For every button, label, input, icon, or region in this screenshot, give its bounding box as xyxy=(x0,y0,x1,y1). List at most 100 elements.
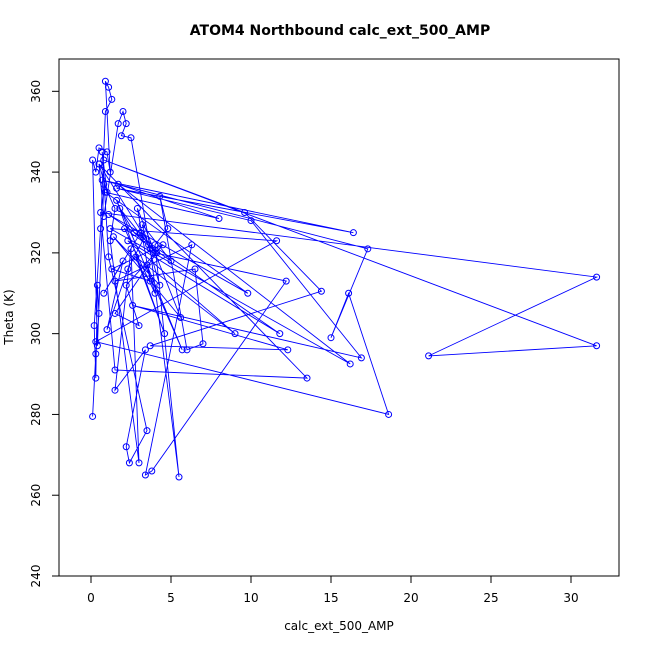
x-tick-label: 0 xyxy=(87,591,95,605)
data-point xyxy=(146,245,154,253)
data-point xyxy=(140,235,148,243)
data-point xyxy=(146,342,154,350)
data-point xyxy=(113,184,121,192)
data-point xyxy=(100,156,108,164)
data-point xyxy=(124,265,132,273)
data-point xyxy=(593,273,601,281)
y-tick-label: 240 xyxy=(29,565,43,588)
data-point xyxy=(143,261,151,269)
data-point xyxy=(385,410,393,418)
data-point xyxy=(116,204,124,212)
data-point xyxy=(117,132,125,140)
data-point xyxy=(129,301,137,309)
x-tick-label: 25 xyxy=(483,591,498,605)
data-point xyxy=(138,221,146,229)
data-point xyxy=(135,459,143,467)
y-tick-label: 320 xyxy=(29,241,43,264)
data-point xyxy=(159,241,167,249)
data-point xyxy=(101,188,109,196)
x-tick-label: 20 xyxy=(403,591,418,605)
data-point xyxy=(247,217,255,225)
data-point xyxy=(141,346,149,354)
data-point xyxy=(113,196,121,204)
data-point xyxy=(425,352,433,360)
data-point xyxy=(92,374,100,382)
data-point xyxy=(317,287,325,295)
data-point xyxy=(199,340,207,348)
data-point xyxy=(100,180,108,188)
data-point xyxy=(98,176,106,184)
data-point xyxy=(346,360,354,368)
data-point xyxy=(178,346,186,354)
data-point xyxy=(137,229,145,237)
data-point xyxy=(164,225,172,233)
data-point xyxy=(103,148,111,156)
data-point xyxy=(114,180,122,188)
y-tick-label: 260 xyxy=(29,484,43,507)
data-point xyxy=(95,160,103,168)
data-point xyxy=(93,281,101,289)
data-point xyxy=(105,253,113,261)
data-point xyxy=(241,208,249,216)
data-point xyxy=(127,245,135,253)
data-point xyxy=(114,120,122,128)
data-point xyxy=(284,346,292,354)
y-tick-label: 300 xyxy=(29,322,43,345)
data-point xyxy=(111,277,119,285)
data-point xyxy=(101,108,109,116)
data-point xyxy=(349,229,357,237)
data-point xyxy=(105,211,113,219)
data-point xyxy=(156,192,164,200)
data-point xyxy=(119,108,127,116)
chart-title: ATOM4 Northbound calc_ext_500_AMP xyxy=(190,23,490,39)
data-point xyxy=(92,350,100,358)
data-point xyxy=(177,314,185,321)
data-point xyxy=(111,386,119,394)
data-point xyxy=(89,412,97,420)
x-axis: 0 5 10 15 20 25 30 xyxy=(87,575,579,605)
data-point xyxy=(146,277,154,285)
data-point xyxy=(105,83,113,91)
data-point xyxy=(364,245,372,253)
data-point xyxy=(167,257,175,265)
data-point xyxy=(175,473,183,481)
data-point xyxy=(153,249,161,257)
data-point xyxy=(97,225,105,233)
data-point xyxy=(191,265,199,273)
series-line xyxy=(92,80,599,478)
data-point xyxy=(122,443,130,451)
y-tick-label: 340 xyxy=(29,161,43,184)
y-tick-label: 360 xyxy=(29,80,43,103)
data-point xyxy=(143,427,151,435)
data-point xyxy=(100,289,108,297)
data-point xyxy=(98,148,106,156)
data-point xyxy=(161,330,169,338)
data-point xyxy=(145,241,153,249)
data-point xyxy=(106,168,114,176)
x-axis-label: calc_ext_500_AMP xyxy=(284,619,394,633)
x-tick-label: 30 xyxy=(563,591,578,605)
data-point xyxy=(97,208,105,216)
data-point xyxy=(122,120,130,128)
series-layer xyxy=(89,77,601,481)
data-point xyxy=(109,233,117,241)
data-point xyxy=(244,289,252,297)
data-point xyxy=(125,459,133,467)
x-tick-label: 15 xyxy=(323,591,338,605)
data-point xyxy=(327,334,335,342)
data-point xyxy=(132,253,140,261)
data-point xyxy=(282,277,290,285)
x-tick-label: 10 xyxy=(243,591,258,605)
data-point xyxy=(101,77,109,85)
y-axis: 240 260 280 300 320 340 360 xyxy=(29,80,60,588)
data-point xyxy=(92,338,100,346)
data-point xyxy=(151,289,159,297)
data-point xyxy=(345,289,353,297)
data-point xyxy=(108,95,116,103)
data-point xyxy=(93,342,101,350)
data-point xyxy=(188,241,196,249)
data-point xyxy=(103,326,111,334)
data-point xyxy=(133,204,141,212)
data-point xyxy=(231,330,239,338)
